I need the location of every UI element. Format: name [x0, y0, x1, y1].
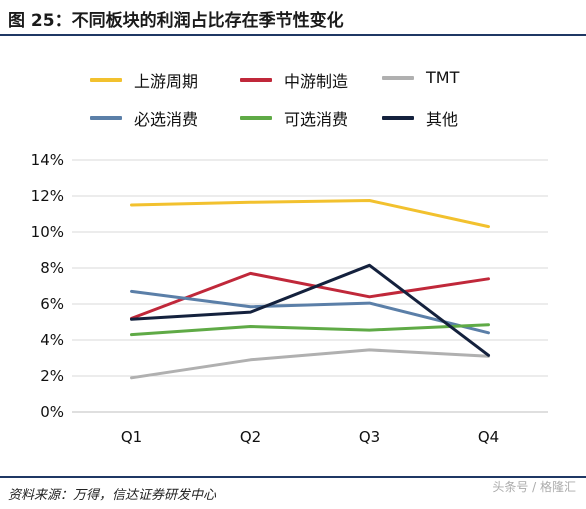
legend-item-upstream: 上游周期	[90, 68, 198, 92]
legend-swatch	[240, 78, 272, 82]
source-note: 资料来源：万得，信达证券研发中心	[8, 488, 217, 503]
title-divider	[0, 34, 586, 36]
series-line-1	[130, 271, 490, 320]
legend-item-staples: 必选消费	[90, 106, 198, 130]
legend-item-tmt: TMT	[382, 68, 459, 87]
x-tick-label: Q1	[121, 428, 142, 446]
legend-item-discretionary: 可选消费	[240, 106, 348, 130]
legend-swatch	[240, 116, 272, 120]
series-line-5	[130, 263, 490, 357]
legend-label: 必选消费	[134, 110, 199, 129]
x-tick-label: Q3	[359, 428, 380, 446]
y-tick-label: 2%	[40, 367, 64, 385]
y-tick-label: 12%	[31, 187, 64, 205]
y-tick-label: 4%	[40, 331, 64, 349]
chart-title: 图 25：不同板块的利润占比存在季节性变化	[8, 11, 344, 31]
legend-label: TMT	[426, 68, 460, 87]
watermark: 头条号 / 格隆汇	[492, 480, 576, 494]
legend-swatch	[90, 78, 122, 82]
y-tick-label: 14%	[31, 151, 64, 169]
series-line-4	[130, 323, 490, 337]
legend-item-midstream: 中游制造	[240, 68, 348, 92]
legend-label: 中游制造	[284, 72, 349, 91]
x-tick-label: Q2	[240, 428, 261, 446]
series-line-0	[130, 199, 490, 229]
series-line-3	[130, 289, 490, 335]
legend-label: 上游周期	[134, 72, 199, 91]
legend-label: 可选消费	[284, 110, 349, 129]
legend-swatch	[90, 116, 122, 120]
y-tick-label: 6%	[40, 295, 64, 313]
y-tick-label: 0%	[40, 403, 64, 421]
y-tick-label: 10%	[31, 223, 64, 241]
footer-divider	[0, 476, 586, 478]
y-tick-label: 8%	[40, 259, 64, 277]
legend-swatch	[382, 116, 414, 120]
legend-swatch	[382, 75, 414, 80]
legend-label: 其他	[426, 110, 459, 129]
x-tick-label: Q4	[478, 428, 499, 446]
legend-item-other: 其他	[382, 106, 458, 130]
series-line-2	[130, 348, 490, 380]
